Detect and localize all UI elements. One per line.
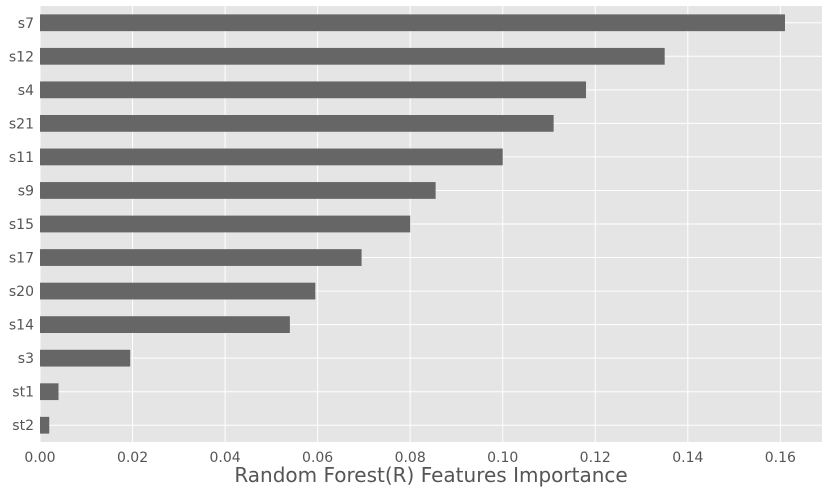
y-tick-label-s9: s9 <box>18 183 34 199</box>
bar-s15 <box>40 215 411 233</box>
y-tick-label-s14: s14 <box>9 318 34 334</box>
bar-s12 <box>40 47 665 65</box>
y-tick-label-s7: s7 <box>18 16 34 32</box>
y-tick-label-s21: s21 <box>9 116 34 132</box>
y-tick-label-s17: s17 <box>9 251 34 267</box>
bar-st2 <box>40 416 50 434</box>
y-tick-label-s15: s15 <box>9 217 34 233</box>
bar-s3 <box>40 349 131 367</box>
x-tick-label: 0.00 <box>24 450 55 466</box>
x-tick-label: 0.16 <box>765 450 796 466</box>
x-tick-label: 0.02 <box>117 450 148 466</box>
y-tick-label-s3: s3 <box>18 351 34 367</box>
bar-s14 <box>40 316 290 333</box>
x-tick-label: 0.04 <box>210 450 241 466</box>
y-tick-label-s4: s4 <box>18 83 34 99</box>
bar-s9 <box>40 182 436 199</box>
x-tick-label: 0.08 <box>395 450 426 466</box>
y-tick-label-s12: s12 <box>9 49 34 65</box>
bars <box>40 14 785 434</box>
y-tick-label-s20: s20 <box>9 284 34 300</box>
y-tick-label-st2: st2 <box>12 418 34 434</box>
bar-s7 <box>40 14 785 32</box>
bar-s17 <box>40 249 362 266</box>
x-tick-label: 0.10 <box>487 450 518 466</box>
x-axis-title: Random Forest(R) Features Importance <box>234 463 627 487</box>
y-tick-label-st1: st1 <box>12 385 34 401</box>
y-tick-labels: s7 s12 s4 s21 s11 s9 s15 s17 s20 s14 s3 st1 st2 <box>9 16 34 434</box>
x-tick-labels: 0.00 0.02 0.04 0.06 0.08 0.10 0.12 0.14 0.16 <box>24 450 796 466</box>
x-tick-label: 0.12 <box>580 450 611 466</box>
bar-s4 <box>40 81 587 99</box>
x-tick-label: 0.14 <box>672 450 703 466</box>
y-tick-label-s11: s11 <box>9 150 34 166</box>
bar-s20 <box>40 282 316 300</box>
bar-st1 <box>40 383 59 401</box>
bar-s21 <box>40 115 554 132</box>
x-tick-label: 0.06 <box>302 450 333 466</box>
bar-s11 <box>40 148 503 166</box>
